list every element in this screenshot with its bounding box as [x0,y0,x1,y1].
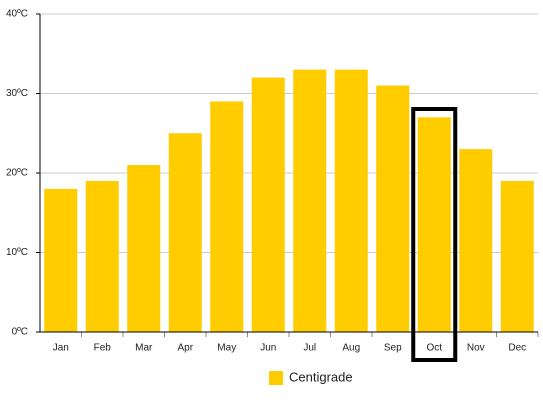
bar [168,133,202,332]
bar [293,69,327,333]
x-tick-label: May [217,343,236,354]
bar [251,77,285,332]
y-tick-label: 30ºC [6,88,28,99]
bar [210,101,244,332]
x-tick-label: Feb [94,343,112,354]
x-tick-label: Jan [53,343,69,354]
x-tick-label: Jul [303,343,316,354]
x-tick-label: Nov [467,343,485,354]
x-tick-label: Apr [177,343,193,354]
bar [459,149,493,332]
bar [85,180,119,332]
y-tick-label: 0ºC [12,327,28,338]
x-tick-label: Oct [426,343,442,354]
bar [417,117,451,332]
y-tick-label: 10ºC [6,247,28,258]
bar [500,180,534,332]
x-tick-label: Aug [342,343,360,354]
bar [127,165,161,332]
bar [334,69,368,333]
x-tick-label: Jun [260,343,276,354]
legend-label: Centigrade [289,369,353,384]
x-tick-label: Mar [135,343,153,354]
highlight-box [411,107,458,362]
x-tick-label: Sep [384,343,402,354]
legend-swatch [269,371,283,385]
bar [376,85,410,332]
y-tick-label: 40ºC [6,9,28,20]
bar [44,188,78,332]
x-tick-label: Dec [508,343,526,354]
y-tick-label: 20ºC [6,168,28,179]
